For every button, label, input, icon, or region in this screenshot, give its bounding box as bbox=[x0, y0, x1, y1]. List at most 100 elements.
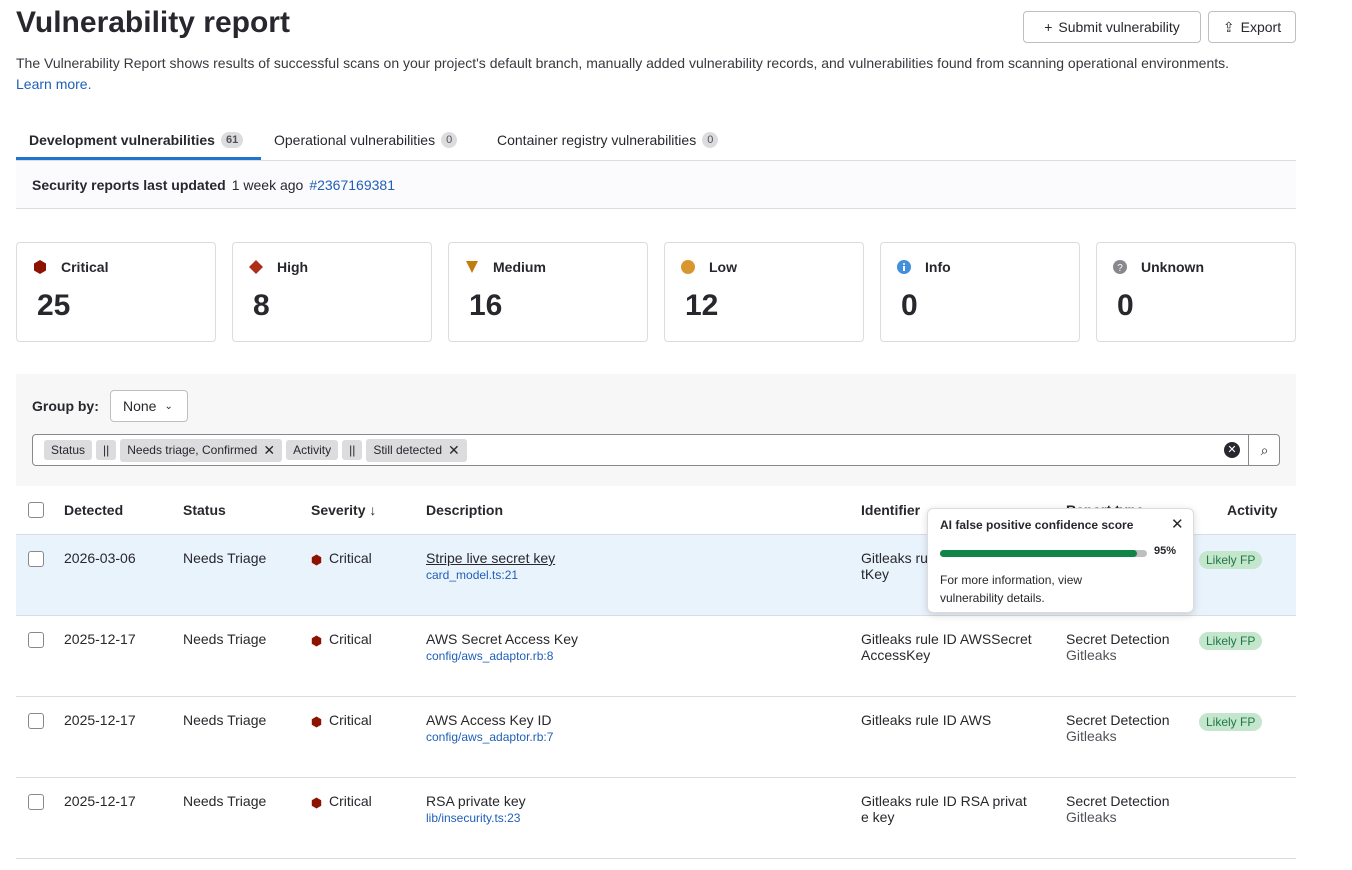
tab-label: Container registry vulnerabilities bbox=[497, 132, 697, 148]
report-type-name: Secret Detection bbox=[1066, 631, 1170, 647]
severity-count: 12 bbox=[685, 289, 719, 322]
learn-more-link[interactable]: Learn more. bbox=[16, 76, 92, 92]
description-link[interactable]: RSA private key bbox=[426, 793, 526, 809]
report-type-name: Secret Detection bbox=[1066, 793, 1170, 809]
token-text: || bbox=[349, 443, 356, 457]
filter-token[interactable]: || bbox=[342, 440, 363, 460]
svg-text:?: ? bbox=[1117, 263, 1123, 274]
severity-label: High bbox=[277, 259, 309, 275]
file-link[interactable]: config/aws_adaptor.rb:7 bbox=[426, 730, 554, 744]
table-row: 2025-12-17 Needs Triage Critical RSA privat… bbox=[16, 778, 1296, 859]
report-type-name: Secret Detection bbox=[1066, 712, 1170, 728]
severity-icon bbox=[311, 553, 322, 569]
token-text: || bbox=[103, 443, 110, 457]
severity-card: Medium 16 bbox=[448, 242, 648, 342]
close-icon[interactable]: ✕ bbox=[1171, 516, 1184, 533]
description-link[interactable]: Stripe live secret key bbox=[426, 550, 556, 566]
export-button[interactable]: ⇪ Export bbox=[1208, 11, 1296, 43]
status: Needs Triage bbox=[183, 631, 267, 647]
severity-count: 25 bbox=[37, 289, 71, 322]
column-header: Identifier bbox=[861, 502, 921, 518]
detected-date: 2026-03-06 bbox=[64, 550, 136, 566]
group-by-dropdown[interactable]: None ⌄ bbox=[110, 390, 188, 422]
tab-label: Development vulnerabilities bbox=[29, 132, 215, 148]
last-updated-time: 1 week ago bbox=[231, 176, 304, 193]
filter-token[interactable]: Still detected ✕ bbox=[366, 438, 467, 462]
filter-token[interactable]: Status bbox=[44, 440, 93, 460]
severity-count: 8 bbox=[253, 289, 270, 322]
status: Needs Triage bbox=[183, 793, 267, 809]
group-by-label: Group by: bbox=[32, 398, 99, 414]
tab-count: 0 bbox=[702, 132, 719, 148]
pipeline-link[interactable]: #2367169381 bbox=[309, 176, 395, 193]
token-remove[interactable]: ✕ bbox=[263, 441, 276, 458]
column-header: Description bbox=[426, 502, 504, 518]
submit-button[interactable]: + Submit vulnerability bbox=[1023, 11, 1201, 43]
severity-icon bbox=[897, 260, 911, 279]
activity-badge[interactable]: Likely FP bbox=[1199, 632, 1263, 650]
token-text: Needs triage, Confirmed bbox=[127, 443, 258, 457]
detected-date: 2025-12-17 bbox=[64, 631, 136, 647]
tab[interactable]: Container registry vulnerabilities 0 bbox=[497, 120, 719, 160]
severity-card: ? Unknown 0 bbox=[1096, 242, 1296, 342]
severity-icon bbox=[311, 634, 322, 650]
identifier: Gitleaks rule ID AWSSecretAccessKey bbox=[861, 631, 1032, 663]
severity-count: 0 bbox=[1117, 289, 1134, 322]
checkbox[interactable] bbox=[28, 632, 44, 648]
filter-search[interactable]: Status || Needs triage, Confirmed ✕ Activity… bbox=[32, 434, 1280, 466]
progress-track bbox=[940, 550, 1147, 557]
checkbox[interactable] bbox=[28, 502, 44, 518]
activity-badge[interactable]: Likely FP bbox=[1199, 551, 1263, 569]
checkbox[interactable] bbox=[28, 551, 44, 567]
activity-badge[interactable]: Likely FP bbox=[1199, 713, 1263, 731]
severity-label: Info bbox=[925, 259, 951, 275]
token-text: Status bbox=[51, 443, 86, 457]
tab[interactable]: Development vulnerabilities 61 bbox=[29, 120, 244, 160]
dropdown-value: None bbox=[123, 398, 157, 414]
active-tab-underline bbox=[16, 157, 261, 160]
tabs-border bbox=[16, 160, 1296, 161]
severity-card: Info 0 bbox=[880, 242, 1080, 342]
identifier: Gitleaks rule ID RSA private key bbox=[861, 793, 1027, 825]
detected-date: 2025-12-17 bbox=[64, 793, 136, 809]
token-text: Still detected bbox=[373, 443, 443, 457]
severity: Critical bbox=[329, 793, 372, 809]
file-link[interactable]: card_model.ts:21 bbox=[426, 568, 519, 582]
tab-label: Operational vulnerabilities bbox=[274, 132, 436, 148]
popover-text: For more information, view vulnerability… bbox=[940, 573, 1083, 605]
severity-icon bbox=[311, 796, 322, 812]
file-link[interactable]: config/aws_adaptor.rb:8 bbox=[426, 649, 554, 663]
checkbox[interactable] bbox=[28, 713, 44, 729]
token-remove[interactable]: ✕ bbox=[448, 441, 460, 458]
severity-card: High 8 bbox=[232, 242, 432, 342]
filter-token[interactable]: Activity bbox=[286, 440, 339, 460]
severity-label: Low bbox=[709, 259, 737, 275]
clear-icon[interactable]: ✕ bbox=[1224, 442, 1240, 458]
status: Needs Triage bbox=[183, 550, 267, 566]
severity: Critical bbox=[329, 631, 372, 647]
page-title: Vulnerability report bbox=[16, 6, 290, 39]
report-type-tool: Gitleaks bbox=[1066, 647, 1117, 663]
search-button[interactable]: ⌕ bbox=[1248, 434, 1280, 466]
severity-label: Critical bbox=[61, 259, 109, 275]
last-updated-bar: Security reports last updated 1 week ago #… bbox=[16, 161, 1296, 209]
tab-count: 61 bbox=[220, 132, 244, 148]
description-link[interactable]: AWS Access Key ID bbox=[426, 712, 552, 728]
column-header: Activity bbox=[1227, 502, 1278, 518]
token-text: Activity bbox=[293, 443, 332, 457]
filter-token[interactable]: Needs triage, Confirmed ✕ bbox=[120, 438, 283, 462]
filter-token[interactable]: || bbox=[96, 440, 117, 460]
tab[interactable]: Operational vulnerabilities 0 bbox=[274, 120, 458, 160]
file-link[interactable]: lib/insecurity.ts:23 bbox=[426, 811, 521, 825]
severity: Critical bbox=[329, 712, 372, 728]
last-updated-label: Security reports last updated bbox=[32, 176, 226, 193]
status: Needs Triage bbox=[183, 712, 267, 728]
button-label: Submit vulnerability bbox=[1058, 19, 1180, 35]
popover: AI false positive confidence score ✕ 95%… bbox=[927, 508, 1194, 613]
description-link[interactable]: AWS Secret Access Key bbox=[426, 631, 578, 647]
severity: Critical bbox=[329, 550, 372, 566]
checkbox[interactable] bbox=[28, 794, 44, 810]
column-header: Severity ↓ bbox=[311, 502, 377, 518]
